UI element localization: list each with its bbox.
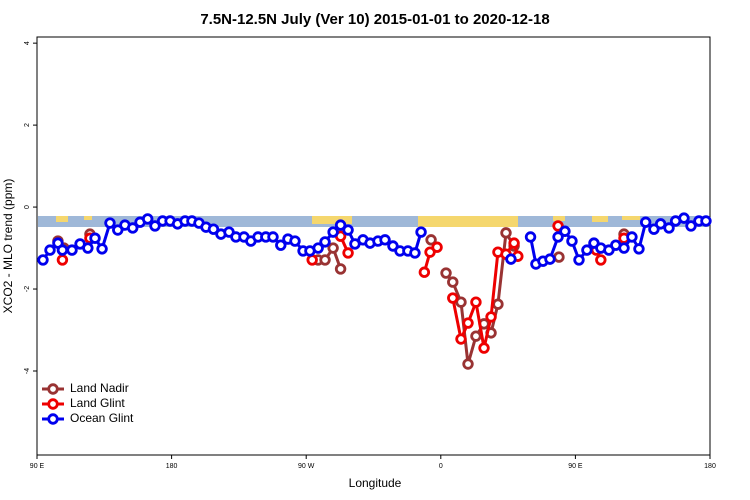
- data-point: [96, 243, 108, 255]
- data-point: [447, 276, 459, 288]
- data-point: [440, 267, 452, 279]
- data-point: [508, 237, 520, 249]
- data-point: [462, 317, 474, 329]
- data-point: [500, 227, 512, 239]
- data-point: [275, 239, 287, 251]
- data-point: [633, 243, 645, 255]
- data-point: [581, 244, 593, 256]
- legend-marker: [47, 413, 59, 425]
- data-point: [425, 234, 437, 246]
- data-point: [492, 298, 504, 310]
- data-point: [595, 254, 607, 266]
- data-point: [141, 213, 154, 225]
- data-point: [327, 226, 339, 238]
- data-point: [379, 234, 391, 246]
- data-point: [89, 232, 101, 244]
- data-point: [431, 241, 443, 253]
- data-point: [342, 224, 354, 236]
- data-point: [462, 358, 474, 370]
- data-point: [409, 247, 421, 259]
- data-point: [485, 311, 497, 323]
- data-point: [553, 251, 565, 263]
- legend-label: Land Glint: [70, 396, 125, 410]
- data-point: [559, 225, 571, 237]
- y-tick-label: -2: [24, 286, 31, 292]
- data-point: [654, 218, 667, 230]
- data-point: [319, 254, 331, 266]
- legend-label: Ocean Glint: [70, 411, 134, 425]
- data-point: [334, 263, 347, 275]
- data-point: [505, 253, 517, 265]
- legend-marker: [47, 383, 59, 395]
- data-point: [573, 254, 585, 266]
- x-tick-label: 0: [439, 463, 443, 470]
- data-point: [663, 222, 675, 234]
- data-point: [478, 342, 490, 354]
- plot-frame: [36, 36, 711, 456]
- data-point: [455, 333, 467, 345]
- data-point: [104, 217, 116, 229]
- data-point: [524, 231, 537, 243]
- data-point: [685, 220, 697, 232]
- data-point: [127, 222, 139, 234]
- data-point: [544, 253, 556, 265]
- data-point: [342, 247, 354, 259]
- data-point: [470, 296, 482, 308]
- data-point: [306, 254, 318, 266]
- x-tick-label: 90 E: [30, 463, 45, 470]
- data-point: [312, 242, 324, 254]
- data-point: [66, 244, 78, 256]
- data-point: [418, 266, 431, 278]
- chart-title: 7.5N-12.5N July (Ver 10) 2015-01-01 to 2…: [200, 11, 549, 28]
- data-point: [327, 242, 339, 254]
- data-point: [470, 330, 482, 342]
- data-point: [82, 242, 94, 254]
- data-point: [44, 244, 56, 256]
- data-point: [56, 254, 69, 266]
- legend-label: Land Nadir: [70, 381, 129, 395]
- y-tick-label: 4: [24, 41, 31, 45]
- x-axis-label: Longitude: [349, 476, 402, 490]
- data-point: [700, 215, 712, 227]
- y-tick-label: -4: [24, 368, 31, 374]
- data-point: [415, 226, 427, 238]
- legend-marker: [47, 398, 59, 410]
- data-point: [319, 236, 331, 248]
- data-point: [207, 223, 220, 235]
- data-point: [552, 231, 564, 243]
- surface-band: [38, 216, 709, 227]
- x-tick-label: 180: [166, 463, 178, 470]
- x-tick-label: 90 E: [568, 463, 583, 470]
- data-point: [56, 244, 69, 256]
- y-axis-label: XCO2 - MLO trend (ppm): [1, 179, 15, 314]
- data-point: [618, 242, 630, 254]
- y-tick-label: 2: [24, 123, 31, 127]
- data-point: [334, 219, 347, 231]
- data-point: [566, 235, 578, 247]
- data-point: [678, 212, 690, 224]
- series-line: [451, 239, 520, 349]
- data-point: [149, 220, 161, 232]
- y-tick-label: 0: [24, 205, 31, 209]
- data-point: [267, 231, 279, 243]
- data-point: [37, 254, 49, 266]
- data-point: [447, 292, 459, 304]
- x-tick-label: 180: [704, 463, 716, 470]
- data-point: [289, 235, 301, 247]
- x-tick-label: 90 W: [298, 463, 315, 470]
- data-point: [626, 231, 638, 243]
- data-point: [639, 216, 652, 228]
